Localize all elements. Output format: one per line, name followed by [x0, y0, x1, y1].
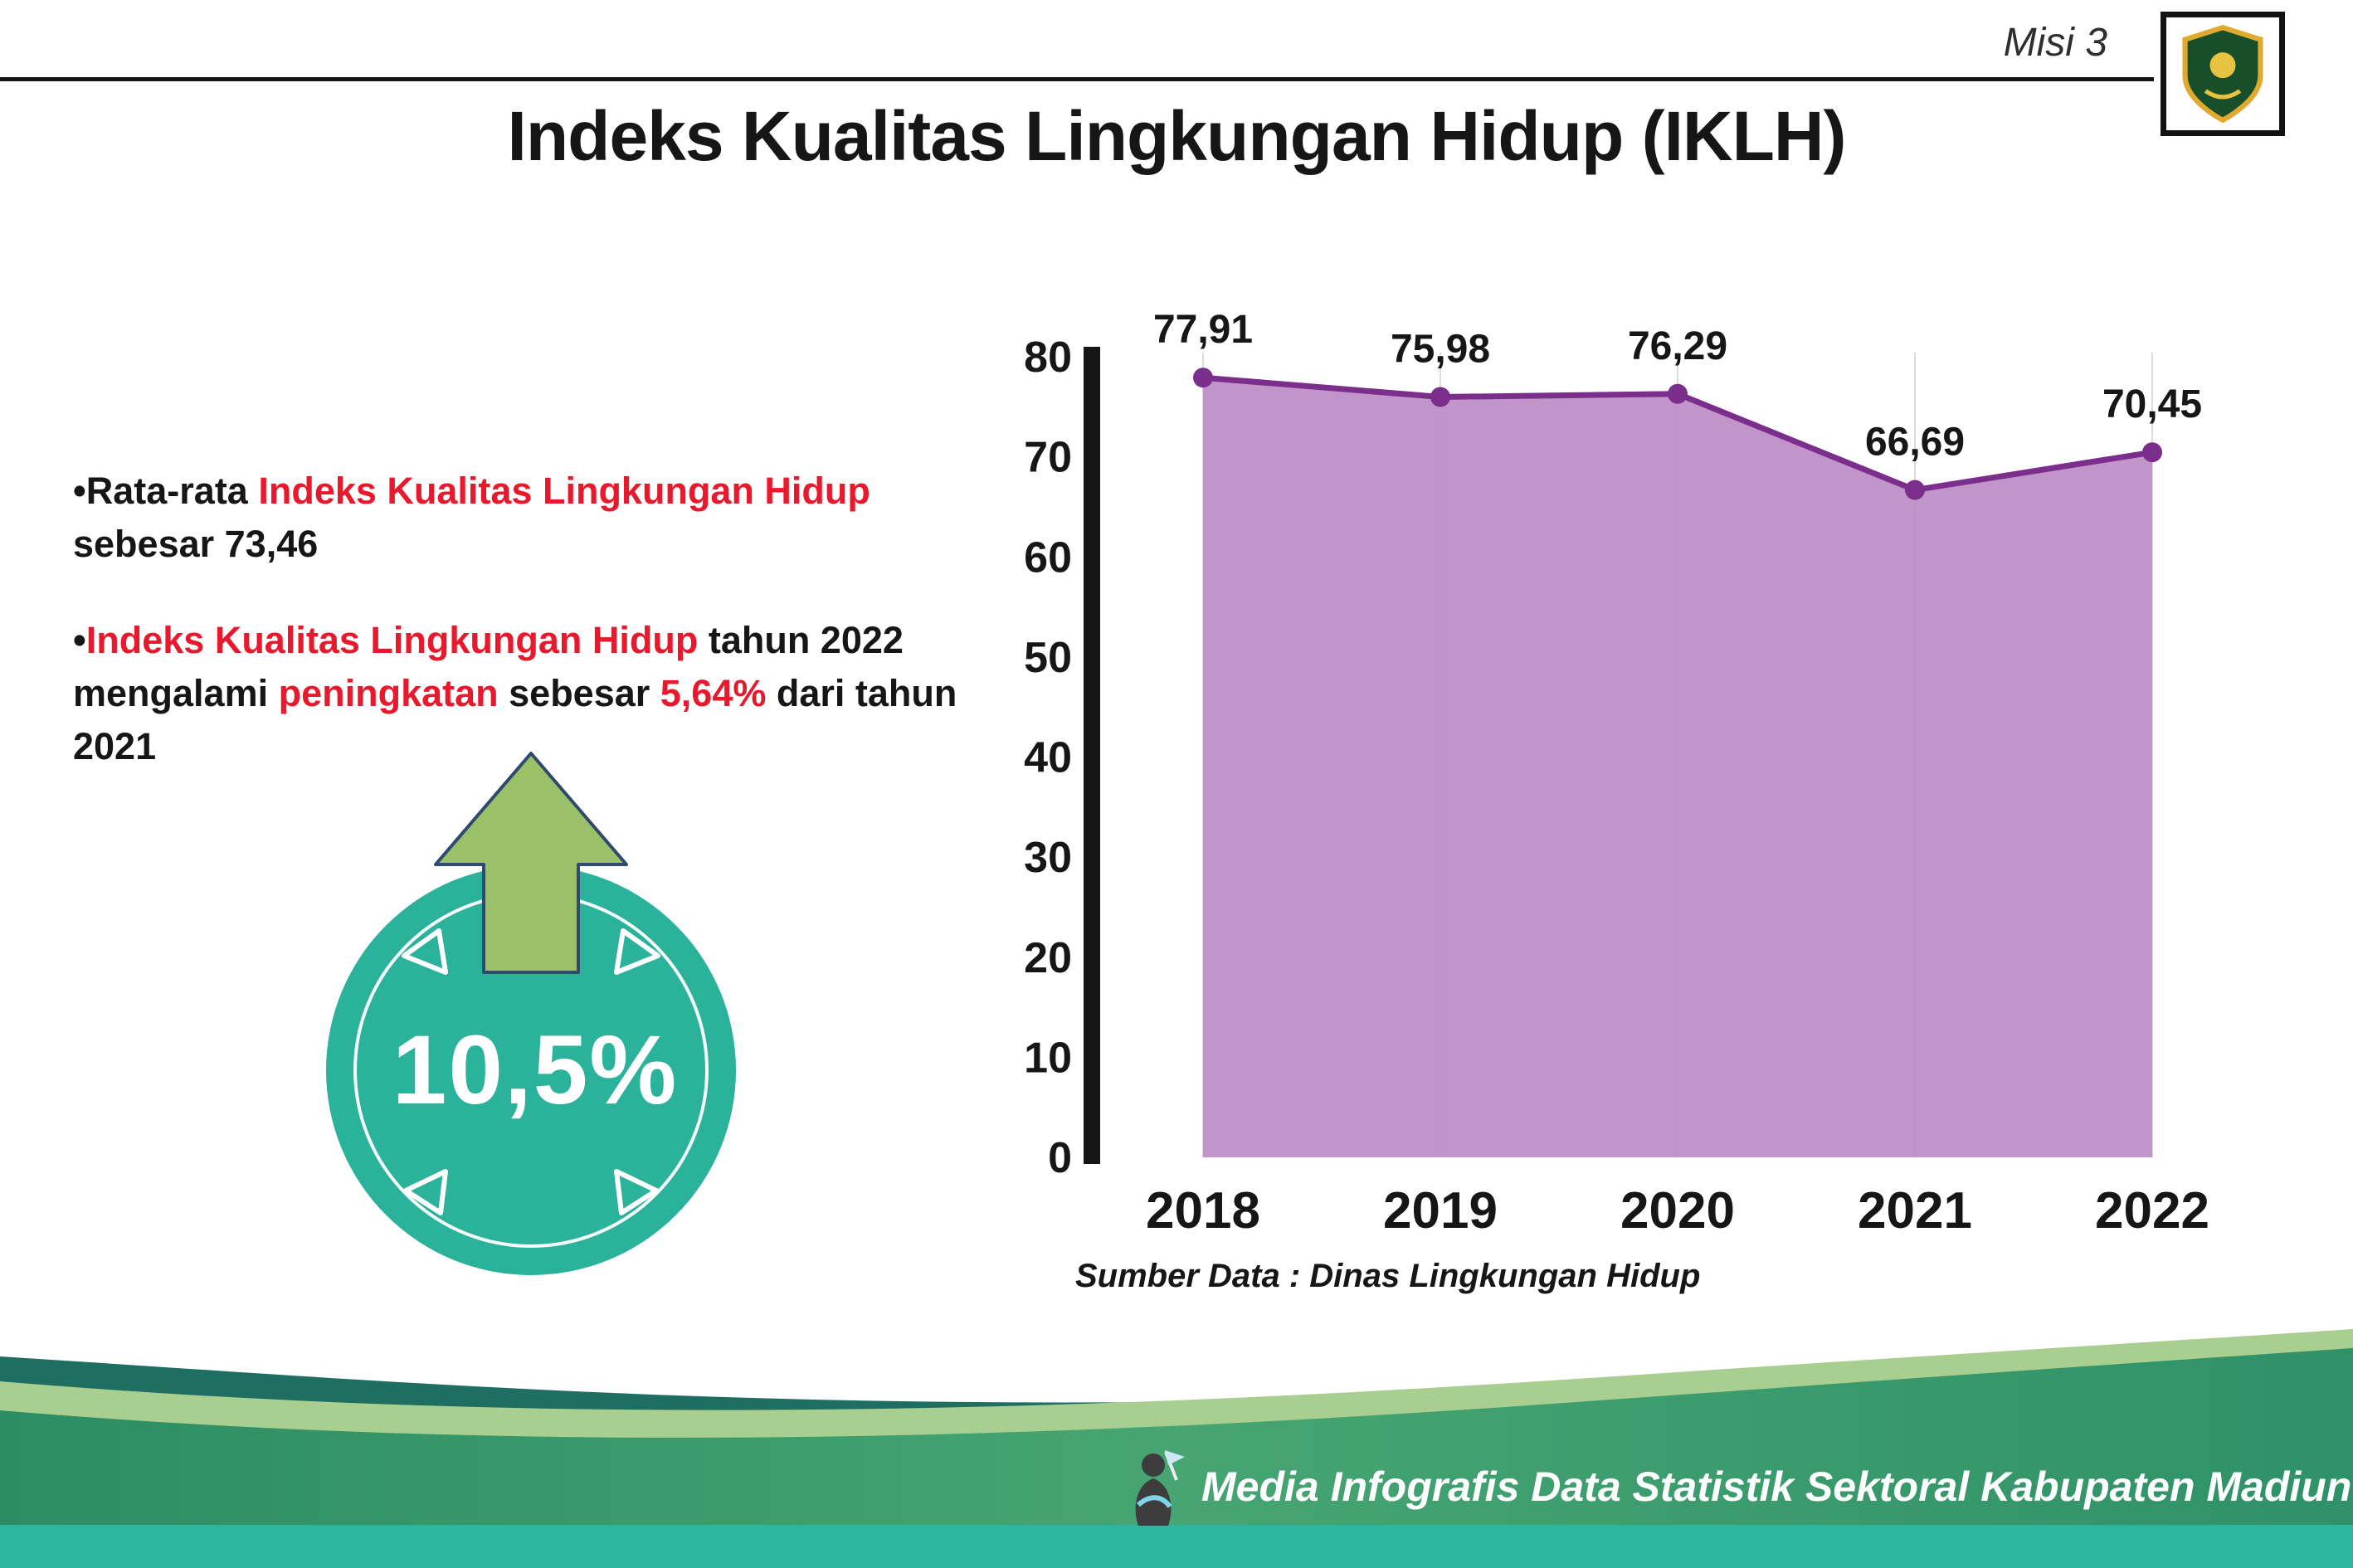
bullet-marker: •	[73, 470, 86, 512]
increase-percentage: 10,5%	[392, 1015, 679, 1125]
svg-text:0: 0	[1048, 1134, 1072, 1182]
page-title: Indeks Kualitas Lingkungan Hidup (IKLH)	[507, 97, 1846, 175]
bullet2-highlight-1: Indeks Kualitas Lingkungan Hidup	[85, 618, 699, 661]
svg-text:2020: 2020	[1620, 1182, 1735, 1239]
bullet2-highlight-3: 5,64%	[660, 671, 767, 714]
svg-text:60: 60	[1024, 533, 1072, 582]
bullet1-highlight: Indeks Kualitas Lingkungan Hidup	[258, 470, 870, 512]
source-note: Sumber Data : Dinas Lingkungan Hidup	[1075, 1258, 1701, 1294]
svg-text:2018: 2018	[1146, 1182, 1260, 1239]
svg-text:30: 30	[1024, 834, 1072, 882]
bullet1-text-2: sebesar 73,46	[73, 522, 319, 565]
iklh-chart-svg: 0 10 20 30 40 50 60 70 80 77,91 75,98 76,29 66,69 70,…	[1024, 308, 2209, 1239]
svg-text:70,45: 70,45	[2102, 382, 2202, 426]
bullet2-text-1: tahun 2022 mengalami	[73, 618, 904, 714]
svg-text:20: 20	[1024, 934, 1072, 982]
increase-badge-graphic	[326, 752, 736, 1275]
svg-text:77,91: 77,91	[1153, 308, 1253, 352]
summary-bullets: •Rata-rata Indeks Kualitas Lingkungan Hi…	[73, 465, 977, 816]
bullet2-highlight-2: peningkatan	[278, 671, 499, 714]
svg-text:2021: 2021	[1858, 1182, 1972, 1239]
up-arrow-icon	[434, 752, 628, 974]
footer-wave-graphic	[0, 1329, 2353, 1568]
kabupaten-madiun-logo	[2161, 12, 2285, 136]
svg-text:50: 50	[1024, 634, 1072, 682]
svg-text:76,29: 76,29	[1628, 324, 1727, 368]
bullet2-text-3: dari tahun 2021	[73, 671, 957, 767]
svg-text:66,69: 66,69	[1865, 421, 1965, 465]
bullet1-text: Rata-rata	[85, 470, 259, 512]
bullet-marker: •	[73, 618, 86, 661]
svg-text:10: 10	[1024, 1034, 1072, 1082]
top-divider-line	[0, 77, 2154, 81]
bullet2-text-2: sebesar	[498, 671, 660, 714]
svg-text:75,98: 75,98	[1391, 327, 1490, 371]
svg-text:80: 80	[1024, 334, 1072, 382]
bullet-increase-2022: •Indeks Kualitas Lingkungan Hidup tahun …	[73, 614, 977, 773]
increase-badge: 10,5%	[311, 738, 759, 1286]
media-infografis-mascot-icon	[1135, 1450, 1185, 1526]
kabupaten-madiun-crest-icon	[2182, 24, 2263, 124]
bullet-average-iklh: •Rata-rata Indeks Kualitas Lingkungan Hi…	[73, 465, 977, 571]
svg-text:2022: 2022	[2095, 1182, 2209, 1239]
svg-text:40: 40	[1024, 734, 1072, 782]
iklh-area-chart: 0 10 20 30 40 50 60 70 80 77,91 75,98 76,29 66,69 70,…	[996, 274, 2290, 1336]
misi-label: Misi 3	[2003, 21, 2107, 65]
svg-text:2019: 2019	[1383, 1182, 1498, 1239]
footer-text: Media Infografis Data Statistik Sektoral…	[1201, 1463, 2353, 1510]
footer-credit: Media Infografis Data Statistik Sektoral…	[1120, 1445, 2353, 1528]
svg-text:70: 70	[1024, 434, 1072, 482]
